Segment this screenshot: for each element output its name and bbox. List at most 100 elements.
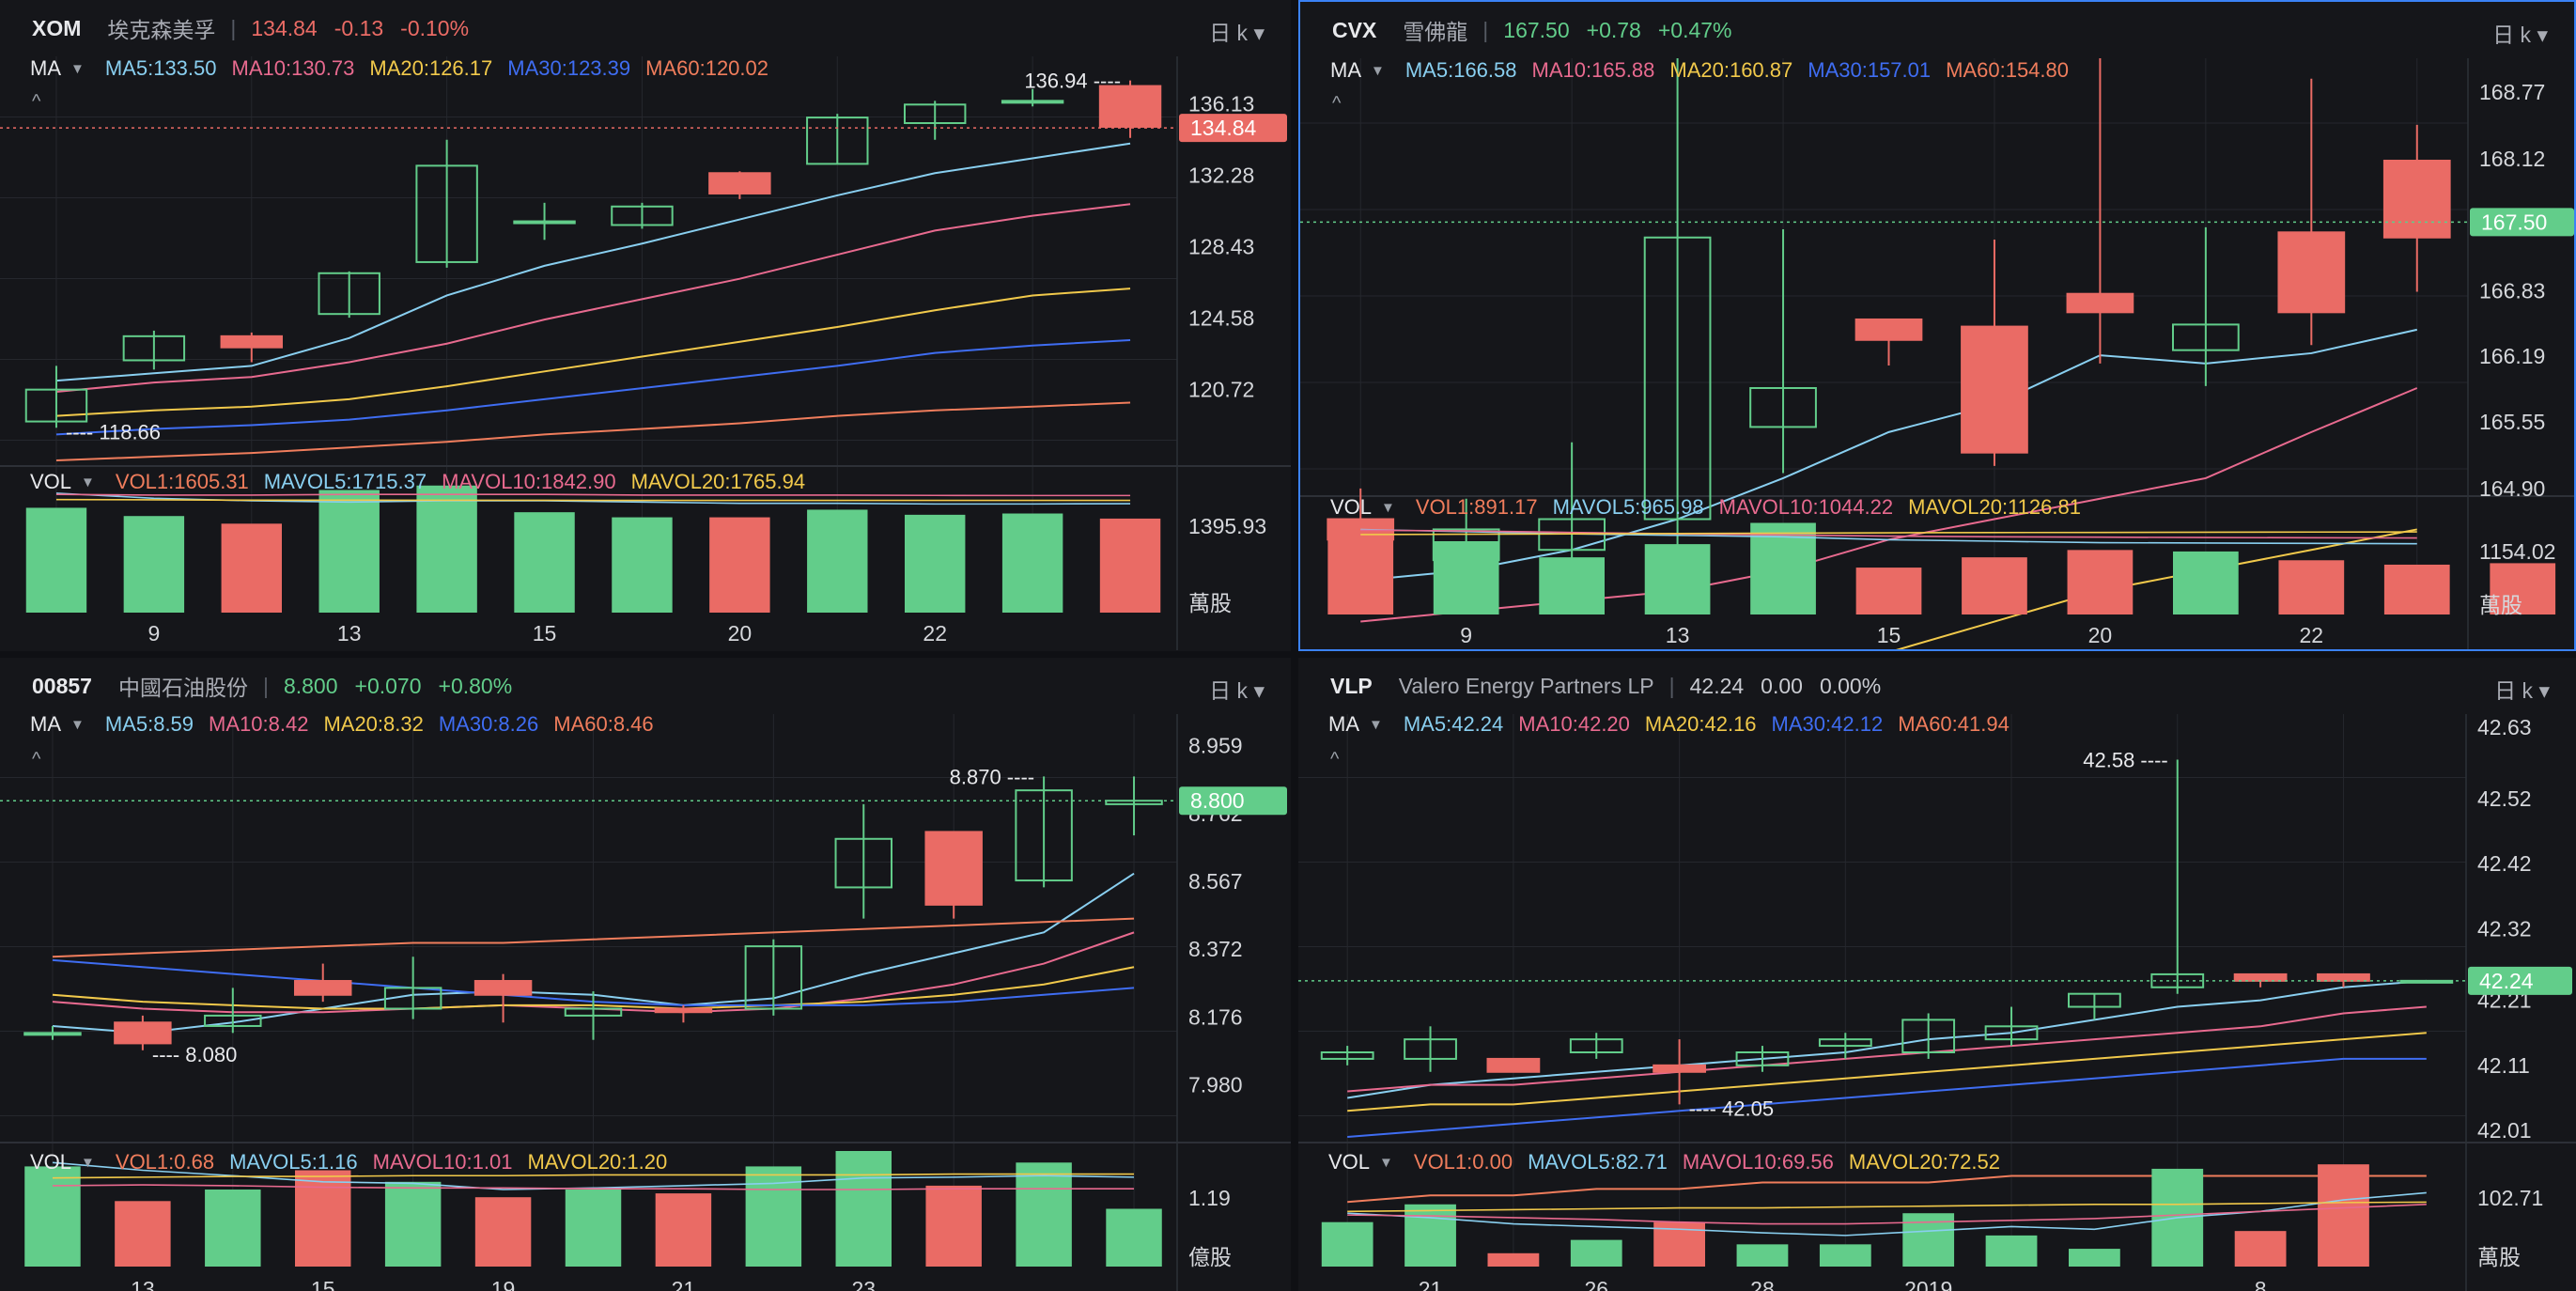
volume-bar[interactable] [1001, 513, 1063, 613]
chart-panel-00857[interactable]: 8.9598.7628.5678.3728.1767.9808.8001.19億… [0, 658, 1291, 1291]
candle-body[interactable] [744, 945, 803, 1010]
candle-body[interactable] [1486, 1057, 1541, 1073]
volume-bar[interactable] [565, 1190, 622, 1267]
volume-bar[interactable] [1570, 1239, 1622, 1267]
candle-body[interactable] [1901, 1019, 1956, 1053]
volume-bar[interactable] [2067, 550, 2134, 614]
volume-bar[interactable] [115, 1201, 171, 1267]
volume-bar[interactable] [2234, 1231, 2287, 1267]
volume-bar[interactable] [2383, 564, 2450, 614]
candle-body[interactable] [513, 220, 576, 225]
candle-body[interactable] [903, 103, 967, 125]
candle-body[interactable] [1961, 325, 2028, 454]
volume-bar[interactable] [745, 1166, 802, 1267]
timeframe-dropdown[interactable]: 日 k ▾ [1209, 678, 1265, 703]
candle-body[interactable] [1643, 236, 1712, 521]
volume-bar[interactable] [655, 1193, 712, 1267]
timeframe-dropdown[interactable]: 日 k ▾ [2492, 23, 2548, 47]
volume-bar[interactable] [1962, 557, 2027, 614]
candle-body[interactable] [1749, 386, 1817, 428]
vol-indicator-label[interactable]: VOL [30, 470, 72, 493]
candle-body[interactable] [611, 205, 674, 226]
candle-body[interactable] [2068, 992, 2121, 1008]
volume-bar[interactable] [1016, 1162, 1072, 1267]
candle-body[interactable] [318, 272, 380, 316]
volume-bar[interactable] [835, 1151, 892, 1267]
candle-body[interactable] [220, 334, 284, 349]
caret-down-icon[interactable]: ▼ [1371, 62, 1385, 79]
volume-bar[interactable] [384, 1181, 442, 1267]
volume-bar[interactable] [1736, 1244, 1789, 1267]
volume-bar[interactable] [709, 517, 770, 613]
volume-bar[interactable] [1321, 1221, 1373, 1267]
volume-bar[interactable] [1106, 1208, 1162, 1268]
candle-body[interactable] [23, 1032, 82, 1036]
volume-bar[interactable] [807, 509, 868, 613]
vol-indicator-label[interactable]: VOL [1330, 495, 1373, 519]
candle-body[interactable] [1854, 318, 1923, 341]
volume-bar[interactable] [2173, 551, 2239, 614]
volume-bar[interactable] [514, 512, 575, 613]
ma-indicator-label[interactable]: MA [1328, 712, 1359, 736]
ticker-code[interactable]: 00857 [32, 673, 92, 698]
collapse-chevron-icon[interactable]: ^ [1332, 93, 1342, 114]
candle-body[interactable] [473, 980, 533, 996]
ticker-code[interactable]: XOM [32, 15, 82, 40]
volume-bar[interactable] [1327, 537, 1394, 614]
volume-bar[interactable] [294, 1170, 351, 1268]
ma-indicator-label[interactable]: MA [30, 712, 61, 736]
candle-body[interactable] [2382, 160, 2451, 239]
volume-bar[interactable] [925, 1185, 982, 1267]
collapse-chevron-icon[interactable]: ^ [32, 91, 41, 112]
candle-body[interactable] [654, 1007, 713, 1014]
candle-body[interactable] [2399, 979, 2454, 984]
volume-bar[interactable] [1855, 568, 1922, 614]
chart-canvas[interactable]: 8.9598.7628.5678.3728.1767.9808.8001.19億… [0, 658, 1291, 1291]
candle-body[interactable] [564, 1007, 623, 1017]
ticker-code[interactable]: CVX [1332, 17, 1377, 42]
candle-body[interactable] [1818, 1038, 1872, 1048]
candle-body[interactable] [1984, 1025, 2039, 1041]
candle-body[interactable] [1098, 85, 1162, 128]
volume-bar[interactable] [474, 1197, 532, 1267]
candle-body[interactable] [924, 831, 983, 906]
caret-down-icon[interactable]: ▼ [1369, 716, 1383, 733]
volume-bar[interactable] [205, 1190, 261, 1267]
volume-bar[interactable] [1819, 1244, 1871, 1267]
volume-bar[interactable] [1099, 518, 1161, 613]
volume-bar[interactable] [25, 507, 87, 613]
caret-down-icon[interactable]: ▼ [81, 1154, 95, 1171]
candle-body[interactable] [708, 172, 771, 194]
candle-body[interactable] [1001, 100, 1064, 104]
chart-canvas[interactable]: 42.6342.5242.4242.3242.2142.1142.0142.24… [1298, 658, 2576, 1291]
volume-bar[interactable] [1487, 1252, 1540, 1267]
volume-bar[interactable] [2490, 563, 2556, 614]
candle-body[interactable] [1569, 1038, 1623, 1053]
candle-body[interactable] [1105, 800, 1163, 805]
caret-down-icon[interactable]: ▼ [81, 474, 95, 490]
candle-body[interactable] [383, 987, 442, 1010]
candle-body[interactable] [2066, 292, 2134, 314]
volume-bar[interactable] [612, 517, 673, 613]
volume-bar[interactable] [2069, 1249, 2120, 1267]
candle-body[interactable] [2150, 972, 2205, 988]
volume-bar[interactable] [123, 516, 185, 613]
candle-body[interactable] [2277, 231, 2346, 314]
volume-bar[interactable] [904, 514, 966, 613]
volume-bar[interactable] [1539, 557, 1605, 614]
timeframe-dropdown[interactable]: 日 k ▾ [2494, 678, 2550, 703]
caret-down-icon[interactable]: ▼ [1379, 1154, 1393, 1171]
chart-canvas[interactable]: 168.77 168.12 167.50 166.83 166.19 165.55 164.… [1300, 2, 2576, 651]
candle-body[interactable] [1015, 789, 1073, 882]
volume-bar[interactable] [318, 490, 380, 613]
volume-bar[interactable] [221, 523, 283, 613]
candle-body[interactable] [1404, 1038, 1457, 1060]
candle-body[interactable] [834, 837, 893, 889]
candle-body[interactable] [2233, 972, 2288, 982]
chart-panel-cvx[interactable]: 168.77 168.12 167.50 166.83 166.19 165.55 164.… [1298, 0, 2576, 651]
collapse-chevron-icon[interactable]: ^ [1330, 749, 1340, 770]
volume-bar[interactable] [1433, 541, 1499, 614]
candle-body[interactable] [806, 117, 869, 165]
chart-panel-xom[interactable]: 136.13 132.28 128.43 124.58 120.72 134.84 1395… [0, 0, 1291, 651]
candle-body[interactable] [1653, 1064, 1706, 1073]
